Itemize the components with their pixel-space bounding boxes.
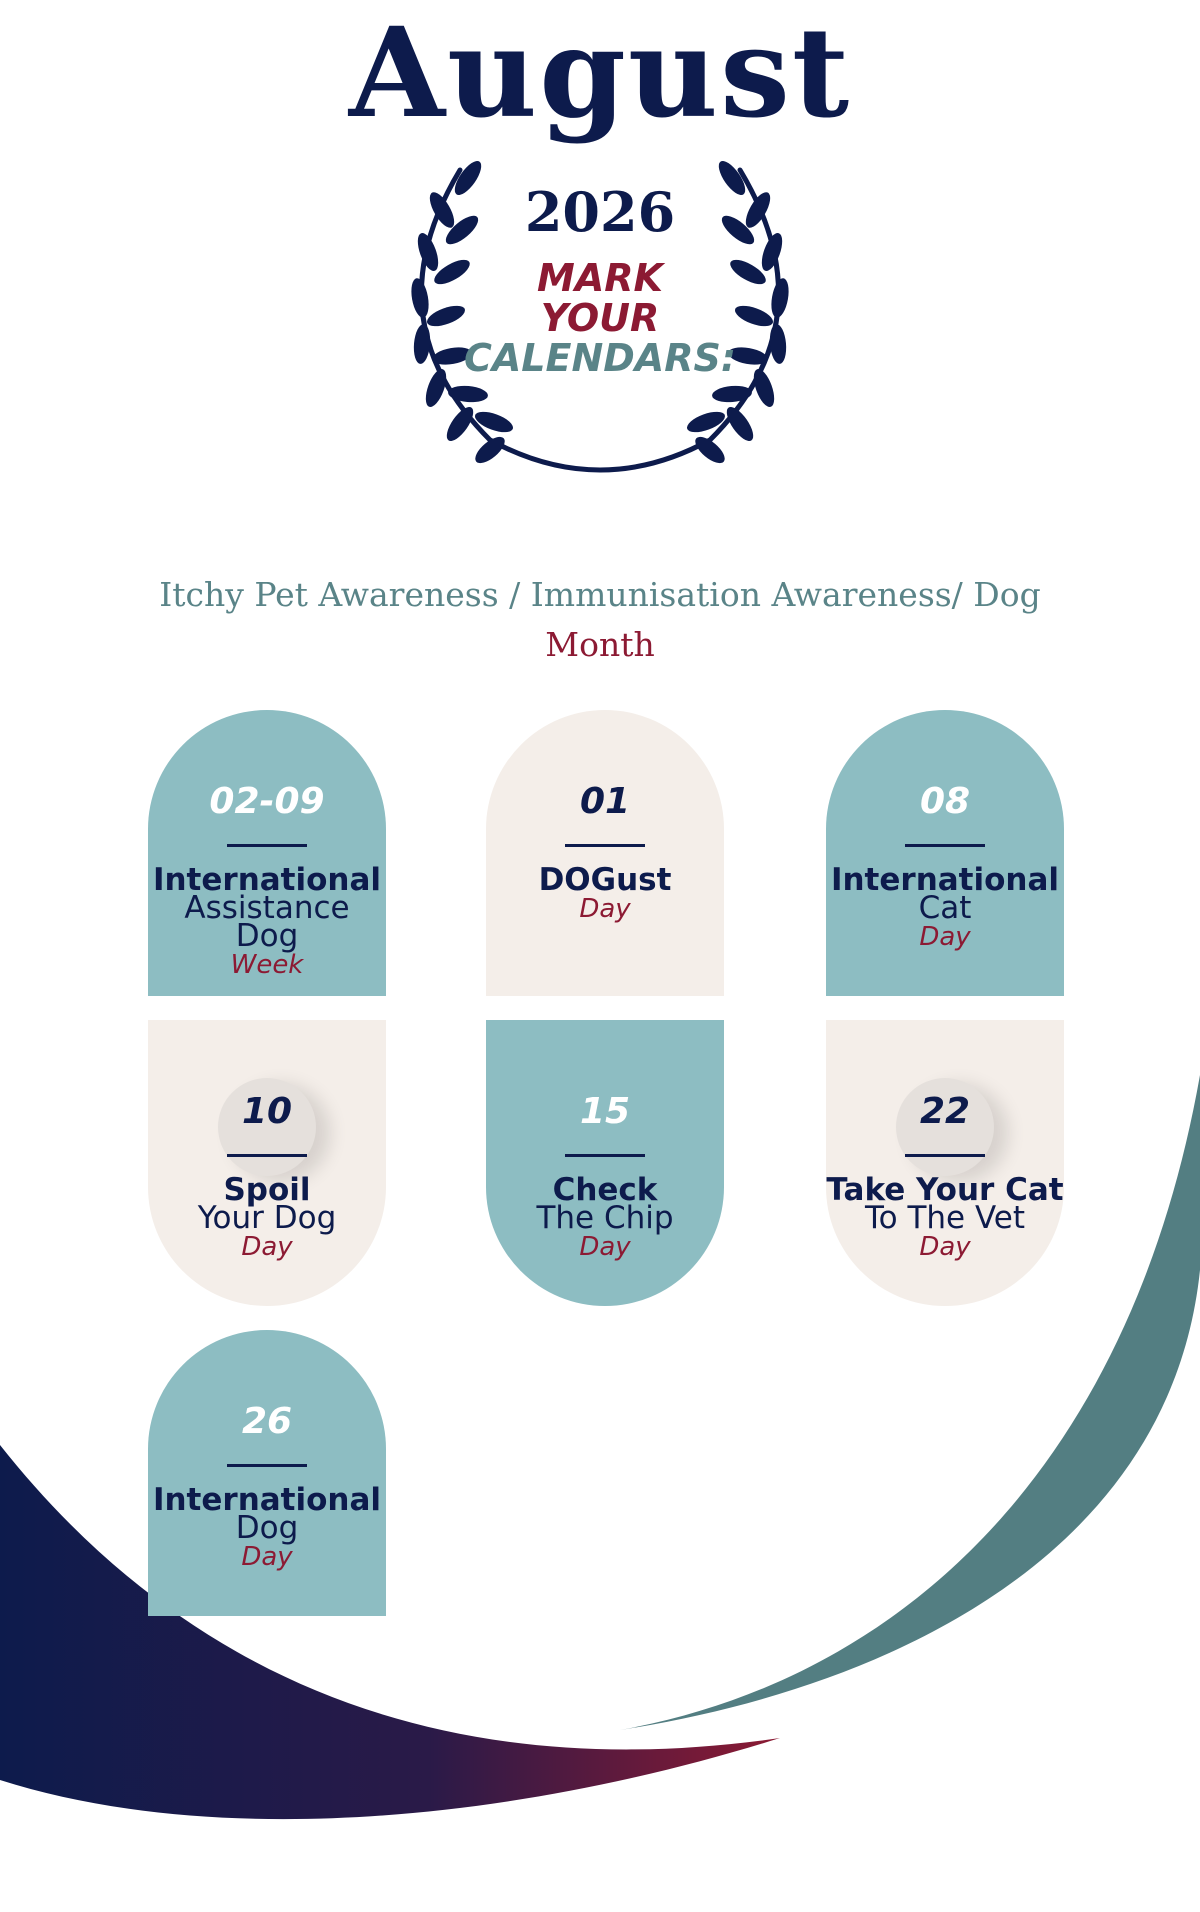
- event-date: 08: [919, 781, 971, 822]
- mark-line-3: CALENDARS:: [463, 336, 737, 380]
- event-name: Spoil Your Dog Day: [148, 1175, 386, 1263]
- divider: [565, 1154, 645, 1157]
- event-date: 10: [241, 1091, 293, 1132]
- event-kind: Day: [579, 894, 631, 924]
- event-kind: Week: [230, 950, 304, 980]
- divider: [227, 844, 307, 847]
- divider: [227, 1154, 307, 1157]
- event-card-check-the-chip-day: 15 Check The Chip Day: [486, 1020, 724, 1306]
- navy-swoosh: [0, 1445, 780, 1820]
- month-title: August: [348, 1, 852, 146]
- event-kind: Day: [241, 1232, 293, 1262]
- event-name: Check The Chip Day: [486, 1175, 724, 1263]
- mark-line-1: MARK: [537, 256, 663, 300]
- event-card-spoil-your-dog-day: 10 Spoil Your Dog Day: [148, 1020, 386, 1306]
- event-card-take-your-cat-to-the-vet-day: 22 Take Your Cat To The Vet Day: [826, 1020, 1064, 1306]
- year-label: 2026: [524, 180, 676, 244]
- event-kind: Day: [579, 1232, 631, 1262]
- theme-line-b: Month: [545, 625, 655, 664]
- divider: [227, 1464, 307, 1467]
- event-date: 15: [579, 1091, 631, 1132]
- event-name: International Dog Day: [148, 1485, 386, 1573]
- divider: [905, 844, 985, 847]
- divider: [905, 1154, 985, 1157]
- event-date: 02-09: [209, 781, 325, 822]
- event-kind: Day: [919, 1232, 971, 1262]
- event-name: DOGust Day: [486, 865, 724, 925]
- date-bubble: [896, 1078, 994, 1176]
- laurel-wreath-icon: [411, 160, 789, 473]
- theme-line-a: Itchy Pet Awareness / Immunisation Aware…: [159, 575, 1041, 614]
- month-theme: Itchy Pet Awareness / Immunisation Aware…: [100, 570, 1100, 670]
- event-name: International Assistance Dog Week: [148, 865, 386, 981]
- date-bubble: [218, 1078, 316, 1176]
- event-name: International Cat Day: [826, 865, 1064, 953]
- event-card-international-dog-day: 26 International Dog Day: [148, 1330, 386, 1616]
- divider: [565, 844, 645, 847]
- event-date: 22: [919, 1091, 971, 1132]
- event-name: Take Your Cat To The Vet Day: [826, 1172, 1064, 1263]
- event-kind: Day: [241, 1542, 293, 1572]
- event-card-international-cat-day: 08 International Cat Day: [826, 710, 1064, 996]
- event-date: 01: [579, 781, 631, 822]
- event-date: 26: [241, 1401, 293, 1442]
- event-card-dogust-day: 01 DOGust Day: [486, 710, 724, 996]
- event-kind: Day: [919, 922, 971, 952]
- event-card-assistance-dog-week: 02-09 International Assistance Dog Week: [148, 710, 386, 996]
- mark-line-2: YOUR: [540, 296, 660, 340]
